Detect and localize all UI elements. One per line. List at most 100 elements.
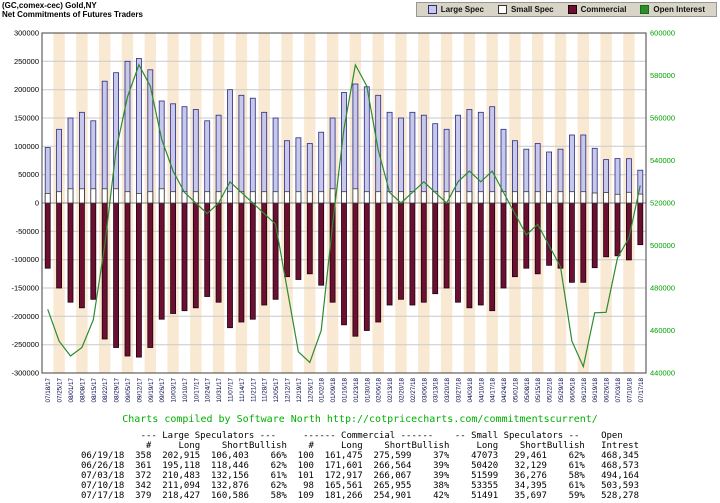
svg-text:11/07/17: 11/07/17 (228, 378, 235, 403)
cell-ls-count: 342 (135, 481, 152, 491)
cell-ls-bullish: 62% (270, 481, 287, 491)
cell-date: 07/10/18 (80, 481, 125, 491)
cell-open-interest: 494,164 (601, 471, 640, 481)
cell-c-bullish: 37% (433, 451, 450, 461)
legend-label: Small Spec (510, 5, 554, 14)
cell-ss-bullish: 61% (568, 481, 585, 491)
svg-text:07/25/17: 07/25/17 (57, 378, 64, 403)
cell-ss-short: 32,129 (514, 461, 547, 471)
table-spacer (81, 431, 130, 441)
cot-chart: 300000250000200000150000100000500000-500… (11, 29, 675, 403)
cell-ss-short: 34,395 (514, 481, 547, 491)
cell-ls-short: 132,156 (211, 471, 249, 481)
svg-text:250000: 250000 (14, 57, 39, 66)
svg-text:09/26/17: 09/26/17 (159, 378, 166, 403)
table-row: 06/19/18 358 202,915 106,403 66% 100 161,475 27… (81, 451, 639, 461)
cell-ls-short: 106,403 (211, 451, 249, 461)
cell-ls-count: 358 (135, 451, 152, 461)
cell-ss-long: 50420 (471, 461, 499, 471)
cell-ls-bullish: 61% (270, 471, 287, 481)
svg-text:12/05/17: 12/05/17 (273, 378, 280, 403)
table-header-ls-short: Short (221, 441, 249, 451)
cell-c-short: 266,067 (373, 471, 412, 481)
cell-date: 06/26/18 (80, 461, 125, 471)
svg-text:01/30/18: 01/30/18 (364, 378, 371, 403)
table-column-header-row: # Long Short Bullish # Long Short Bullish Long Sh… (81, 441, 639, 451)
cell-ss-short: 36,276 (514, 471, 547, 481)
svg-text:-300000: -300000 (11, 369, 39, 378)
svg-text:05/29/18: 05/29/18 (558, 378, 565, 403)
cell-ss-bullish: 61% (568, 461, 585, 471)
open-interest-line (47, 63, 641, 369)
commercial-swatch-icon (567, 5, 577, 14)
svg-text:480000: 480000 (650, 284, 675, 293)
cell-c-bullish: 39% (433, 461, 450, 471)
table-header-c-long: Long (341, 441, 363, 451)
svg-text:03/06/18: 03/06/18 (421, 378, 428, 403)
svg-text:09/19/17: 09/19/17 (148, 378, 155, 403)
svg-text:150000: 150000 (14, 114, 39, 123)
svg-text:02/27/18: 02/27/18 (410, 378, 417, 403)
cell-ls-count: 379 (135, 491, 152, 501)
cell-open-interest: 468,573 (601, 461, 640, 471)
cell-c-bullish: 42% (433, 491, 450, 501)
svg-text:300000: 300000 (14, 29, 39, 38)
cell-c-long: 181,266 (324, 491, 363, 501)
commercial-bars (44, 202, 644, 358)
table-header-ss-short: Short (519, 441, 547, 451)
cell-ls-bullish: 66% (270, 451, 287, 461)
table-header-c-count: # (308, 441, 314, 451)
svg-text:05/01/18: 05/01/18 (512, 378, 519, 403)
svg-text:01/16/18: 01/16/18 (342, 378, 349, 403)
svg-text:07/10/18: 07/10/18 (626, 378, 633, 403)
cell-open-interest: 503,593 (601, 481, 640, 491)
table-header-c-bullish: Bullish (411, 441, 450, 451)
legend-item-commercial: Commercial (567, 5, 626, 14)
svg-text:09/12/17: 09/12/17 (136, 378, 143, 403)
svg-text:04/03/18: 04/03/18 (467, 378, 474, 403)
cell-open-interest: 528,278 (601, 491, 640, 501)
table-row: 07/17/18 379 218,427 160,586 58% 109 181,266 25… (81, 491, 639, 501)
cell-ss-long: 53355 (471, 481, 499, 491)
svg-text:01/09/18: 01/09/18 (330, 378, 337, 403)
svg-text:04/10/18: 04/10/18 (478, 378, 485, 403)
table-group-commercial: ------ Commercial ------ (303, 431, 434, 441)
cell-c-short: 265,955 (373, 481, 412, 491)
cot-table: --- Large Speculators --- ------ Commerci… (0, 431, 720, 501)
svg-text:04/17/18: 04/17/18 (490, 378, 497, 403)
cell-c-count: 101 (297, 471, 314, 481)
cell-ss-long: 51491 (471, 491, 499, 501)
svg-text:08/01/17: 08/01/17 (68, 378, 75, 403)
svg-text:460000: 460000 (650, 326, 675, 335)
svg-text:07/17/18: 07/17/18 (638, 378, 645, 403)
chart-legend: Large Spec Small Spec Commercial Open Inter… (415, 2, 717, 17)
cell-ss-short: 35,697 (514, 491, 547, 501)
cell-c-count: 100 (297, 451, 314, 461)
svg-text:01/02/18: 01/02/18 (319, 378, 326, 403)
x-axis-labels: 07/18/17 07/25/17 08/01/17 08/08/17 08/15/17… (45, 378, 645, 403)
svg-text:-150000: -150000 (11, 284, 39, 293)
table-header-open-interest: Intrest (601, 441, 640, 451)
cell-c-bullish: 39% (433, 471, 450, 481)
small-spec-swatch-icon (497, 5, 507, 14)
svg-text:560000: 560000 (650, 114, 675, 123)
large-spec-swatch-icon (427, 5, 437, 14)
table-row: 07/03/18 372 210,483 132,156 61% 101 172,917 26… (81, 471, 639, 481)
svg-text:50000: 50000 (18, 170, 39, 179)
svg-text:06/05/18: 06/05/18 (569, 378, 576, 403)
svg-text:10/31/17: 10/31/17 (216, 378, 223, 403)
cell-ls-count: 372 (135, 471, 152, 481)
svg-text:01/23/18: 01/23/18 (353, 378, 360, 403)
svg-text:03/20/18: 03/20/18 (444, 378, 451, 403)
svg-text:08/15/17: 08/15/17 (91, 378, 98, 403)
svg-text:04/24/18: 04/24/18 (501, 378, 508, 403)
chart-title-line1: (GC,comex-cec) Gold,NY (2, 1, 97, 10)
cell-ls-long: 195,118 (162, 461, 201, 471)
cell-c-count: 98 (303, 481, 314, 491)
left-axis-labels: 300000 250000 200000 150000 100000 50000 0 -500… (11, 29, 39, 378)
cell-c-short: 266,564 (373, 461, 412, 471)
chart-title-line2: Net Commitments of Futures Traders (2, 10, 143, 19)
table-header-ls-long: Long (178, 441, 201, 451)
svg-text:08/22/17: 08/22/17 (102, 378, 109, 403)
